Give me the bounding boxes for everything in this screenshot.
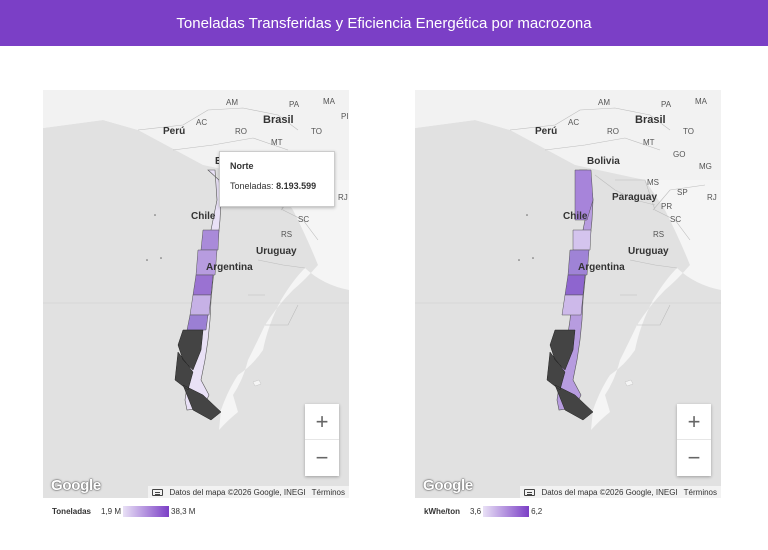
state-label-rs: RS bbox=[653, 230, 665, 239]
legend-min: 3,6 bbox=[470, 506, 482, 516]
state-label-pi: PI bbox=[341, 112, 349, 121]
zoom-controls: + − bbox=[305, 404, 339, 476]
state-label-mt: MT bbox=[643, 138, 655, 147]
state-label-rs: RS bbox=[281, 230, 293, 239]
state-label-sp: SP bbox=[677, 188, 688, 197]
country-label-argentina: Argentina bbox=[578, 262, 625, 273]
country-label-bolivia-partial: B bbox=[215, 156, 222, 167]
state-label-ms: MS bbox=[647, 178, 659, 187]
country-label-uruguay: Uruguay bbox=[256, 246, 297, 257]
legend-max: 6,2 bbox=[531, 506, 543, 516]
zoom-controls: + − bbox=[677, 404, 711, 476]
legend-max: 38,3 M bbox=[171, 506, 196, 516]
legend-min: 1,9 M bbox=[100, 506, 121, 516]
google-logo[interactable]: Google bbox=[423, 477, 473, 494]
terms-link[interactable]: Términos bbox=[311, 487, 345, 497]
attribution-text: Datos del mapa ©2026 Google, INEGI bbox=[541, 487, 678, 497]
state-label-ac: AC bbox=[196, 118, 208, 127]
state-label-ma: MA bbox=[695, 97, 707, 106]
tooltip-label: Toneladas: bbox=[230, 181, 274, 191]
google-logo[interactable]: Google bbox=[51, 477, 101, 494]
region-tooltip: Norte Toneladas: 8.193.599 bbox=[219, 151, 335, 207]
tooltip-row: Toneladas: 8.193.599 bbox=[230, 181, 324, 191]
page-header: Toneladas Transferidas y Eficiencia Ener… bbox=[0, 0, 768, 46]
state-label-mg: MG bbox=[699, 162, 712, 171]
country-label-chile: Chile bbox=[563, 211, 588, 222]
state-label-to: TO bbox=[683, 127, 694, 136]
state-label-mt: MT bbox=[271, 138, 283, 147]
zoom-in-button[interactable]: + bbox=[677, 404, 711, 440]
country-label-paraguay: Paraguay bbox=[612, 192, 658, 203]
keyboard-icon[interactable] bbox=[152, 488, 164, 496]
state-label-go: GO bbox=[673, 150, 686, 159]
legend-kwhe: kWhe/ton 3,6 6,2 bbox=[424, 505, 542, 517]
state-label-am: AM bbox=[226, 98, 238, 107]
page-title: Toneladas Transferidas y Eficiencia Ener… bbox=[176, 14, 592, 32]
state-label-to: TO bbox=[311, 127, 322, 136]
state-label-am: AM bbox=[598, 98, 610, 107]
zoom-out-button[interactable]: − bbox=[315, 445, 329, 470]
state-label-sc: SC bbox=[670, 215, 682, 224]
country-label-brasil: Brasil bbox=[635, 114, 666, 126]
zoom-out-button[interactable]: − bbox=[687, 445, 701, 470]
map-attribution: Datos del mapa ©2026 Google, INEGI Térmi… bbox=[520, 486, 721, 498]
state-label-rj: RJ bbox=[338, 193, 348, 202]
map-eficiencia[interactable]: AM PA MA AC RO TO MT GO MG MS SP PR RJ S… bbox=[415, 90, 721, 498]
state-label-ac: AC bbox=[568, 118, 580, 127]
country-label-chile: Chile bbox=[191, 211, 216, 222]
country-label-peru: Perú bbox=[535, 126, 558, 137]
state-label-sc: SC bbox=[298, 215, 310, 224]
map-toneladas[interactable]: AM PA MA PI AC RO TO MT SC RS RJ Perú Br… bbox=[43, 90, 349, 498]
country-label-brasil: Brasil bbox=[263, 114, 294, 126]
country-label-bolivia: Bolivia bbox=[587, 156, 620, 167]
tooltip-title: Norte bbox=[230, 161, 254, 171]
legend-title: Toneladas bbox=[52, 506, 91, 516]
country-label-argentina: Argentina bbox=[206, 262, 253, 273]
legend-title: kWhe/ton bbox=[424, 506, 460, 516]
legend-toneladas: Toneladas 1,9 M 38,3 M bbox=[52, 505, 195, 517]
terms-link[interactable]: Términos bbox=[683, 487, 717, 497]
state-label-pa: PA bbox=[661, 100, 672, 109]
state-label-rj: RJ bbox=[707, 193, 717, 202]
legend-gradient bbox=[483, 505, 530, 517]
map-canvas bbox=[415, 90, 721, 430]
state-label-ro: RO bbox=[235, 127, 247, 136]
tooltip-value: 8.193.599 bbox=[276, 181, 317, 191]
country-label-peru: Perú bbox=[163, 126, 186, 137]
zoom-in-button[interactable]: + bbox=[305, 404, 339, 440]
state-label-pa: PA bbox=[289, 100, 300, 109]
country-label-uruguay: Uruguay bbox=[628, 246, 669, 257]
state-label-ma: MA bbox=[323, 97, 335, 106]
state-label-pr: PR bbox=[661, 202, 673, 211]
state-label-ro: RO bbox=[607, 127, 619, 136]
map-attribution: Datos del mapa ©2026 Google, INEGI Térmi… bbox=[148, 486, 349, 498]
attribution-text: Datos del mapa ©2026 Google, INEGI bbox=[169, 487, 306, 497]
keyboard-icon[interactable] bbox=[524, 488, 536, 496]
legend-gradient bbox=[123, 505, 169, 517]
